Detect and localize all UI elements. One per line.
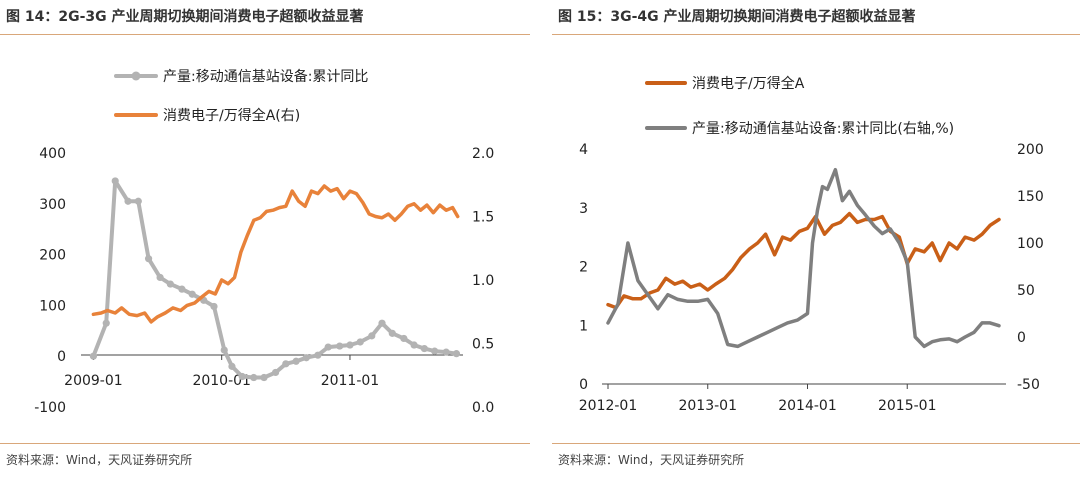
series-line-2 [606,167,1001,349]
series-point [324,343,332,351]
series-point [400,334,408,343]
series-point [220,346,228,354]
series-point [336,342,344,350]
y-left-tick-label: 1 [579,318,588,334]
title-rule [0,34,530,35]
y-left-tick-label: 2 [579,260,588,276]
series-point [420,344,428,353]
chart-title: 图 15：3G-4G 产业周期切换期间消费电子超额收益显著 [558,9,916,25]
y-left-tick-label: 300 [39,197,66,213]
series-point [260,373,268,382]
y-left-tick-label: 0 [579,377,588,393]
series-point [166,280,174,288]
y-right-tick-label: 150 [1017,189,1044,205]
series-point [442,348,450,356]
series-point [134,197,142,205]
legend-label: 产量:移动通信基站设备:累计同比(右轴,%) [692,120,954,137]
y-left-tick-label: 4 [579,142,588,158]
y-left-tick-label: 200 [39,248,66,264]
chart-panel-14: 图 14：2G-3G 产业周期切换期间消费电子超额收益显著 -100 0 100 20… [0,0,530,478]
legend-label: 消费电子/万得全A(右) [163,107,300,124]
series-line-1 [606,211,1001,310]
x-tick-label: 2009-01 [64,373,123,389]
source-rule [552,443,1080,444]
series-point [346,341,354,349]
series-point [314,351,322,359]
y-right-tick-label: 50 [1017,283,1035,299]
x-tick-label: 2014-01 [778,398,837,414]
legend-label: 消费电子/万得全A [692,75,805,92]
chart-title: 图 14：2G-3G 产业周期切换期间消费电子超额收益显著 [6,9,364,25]
x-tick-label: 2012-01 [579,398,638,414]
x-tick-label: 2011-01 [321,373,380,389]
title-rule [552,34,1080,35]
y-right-tick-label: 0 [1017,330,1026,346]
y-left-tick-label: 0 [57,349,66,365]
y-left-tick-label: -100 [34,400,66,416]
series-point [368,332,376,340]
series-point [144,255,153,263]
series-point [111,177,119,185]
series-point [282,360,290,368]
y-right-tick-label: 200 [1017,142,1044,158]
y-right-tick-label: 2.0 [472,146,494,162]
source-note: 资料来源：Wind，天风证券研究所 [558,453,745,467]
y-right-tick-label: 0.0 [472,400,494,416]
y-right-tick-label: -50 [1017,377,1040,393]
series-point [238,372,246,381]
x-tick-label: 2013-01 [678,398,737,414]
series-point [302,354,310,362]
y-left-tick-label: 100 [39,298,66,314]
series-point [271,368,280,377]
series-point [124,197,132,205]
y-right-tick-label: 0.5 [472,337,494,353]
series-line-2 [91,184,460,324]
chart-svg: -100 0 100 200 300 400 0.0 0.5 1.0 1.5 2.0 2009-01 2… [34,68,494,416]
series-point [178,285,186,293]
series-point [292,357,300,365]
series-point [250,373,258,382]
series-point [452,350,461,358]
series-point [410,341,418,349]
y-right-tick-label: 1.5 [472,210,494,226]
y-right-tick-label: 100 [1017,236,1044,252]
chart-panel-15: 图 15：3G-4G 产业周期切换期间消费电子超额收益显著 0 1 2 3 4 -50 0 5… [552,0,1080,478]
chart-svg: 0 1 2 3 4 -50 0 50 100 150 200 2012-01 2013-01 2014-0… [579,75,1044,414]
x-tick-label: 2015-01 [878,398,937,414]
y-right-tick-label: 1.0 [472,273,494,289]
series-point [378,319,386,327]
series-point [228,362,236,370]
x-tick-label: 2010-01 [192,373,251,389]
series-point [210,302,218,311]
y-left-tick-label: 3 [579,201,588,217]
series-point [102,319,110,327]
source-rule [0,443,530,444]
y-left-tick-label: 400 [39,146,66,162]
legend-label: 产量:移动通信基站设备:累计同比 [163,68,368,85]
series-point [388,329,396,337]
series-point [431,347,439,355]
series-point [89,352,98,360]
source-note: 资料来源：Wind，天风证券研究所 [6,453,193,467]
series-point [356,338,364,346]
series-point [188,290,196,298]
series-point [156,273,164,282]
legend-marker [131,71,141,81]
